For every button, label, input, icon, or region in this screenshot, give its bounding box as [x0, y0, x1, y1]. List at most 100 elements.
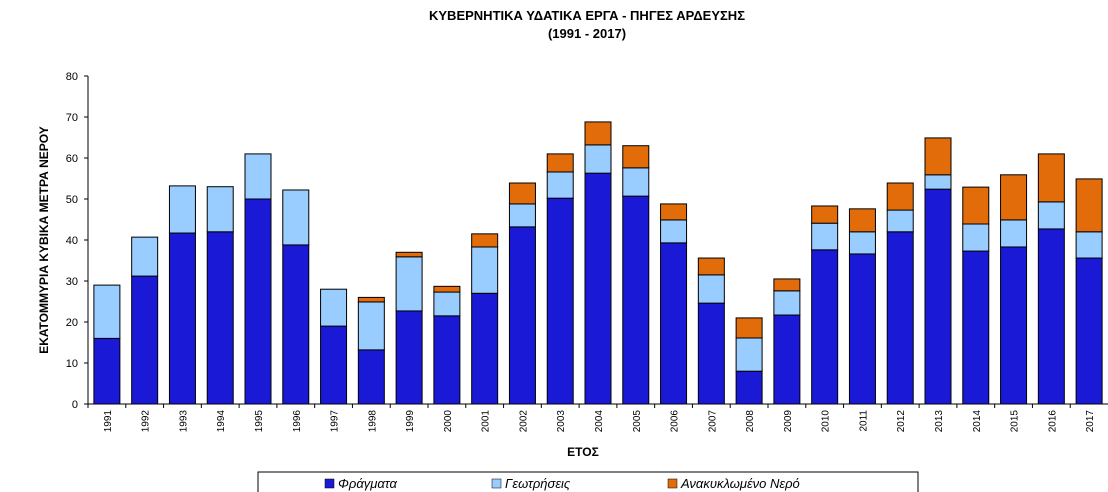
bar-segment — [886, 182, 914, 211]
bar-segment — [735, 317, 763, 339]
chart-subtitle: (1991 - 2017) — [548, 26, 626, 41]
bar-segment — [924, 137, 952, 176]
y-tick-label: 20 — [66, 317, 78, 329]
y-tick-label: 50 — [66, 194, 78, 206]
bar-segment — [395, 310, 423, 405]
bar-segment — [735, 337, 763, 372]
bar-segment — [244, 153, 272, 200]
bar-segment — [660, 219, 688, 244]
x-tick-label: 1999 — [405, 410, 416, 433]
bar-segment — [546, 153, 574, 173]
bar-segment — [773, 278, 801, 292]
x-tick-label: 1996 — [292, 410, 303, 433]
bar-segment — [1075, 257, 1103, 405]
legend-label: Γεωτρήσεις — [505, 476, 571, 491]
bar-segment — [282, 244, 310, 405]
x-tick-label: 1993 — [178, 410, 189, 433]
bar-segment — [886, 209, 914, 233]
bar-segment — [811, 249, 839, 405]
bar-segment — [508, 203, 536, 228]
bar-segment — [848, 231, 876, 255]
x-tick-label: 2005 — [632, 410, 643, 433]
bar-segment — [584, 121, 612, 146]
bar-segment — [131, 236, 159, 277]
bar-segment — [508, 182, 536, 205]
bar-segment — [924, 174, 952, 190]
x-tick-label: 2011 — [858, 410, 869, 432]
bar-segment — [244, 198, 272, 405]
bar-segment — [886, 231, 914, 405]
x-tick-label: 2008 — [745, 410, 756, 433]
bar-segment — [660, 242, 688, 405]
bar-segment — [546, 197, 574, 405]
bar-segment — [924, 188, 952, 405]
x-tick-label: 2016 — [1047, 410, 1058, 433]
x-tick-label: 1992 — [141, 410, 152, 433]
x-axis-label: ΕΤΟΣ — [567, 445, 599, 459]
y-axis-label: ΕΚΑΤΟΜΜΥΡΙΑ ΚΥΒΙΚΑ ΜΕΤΡΑ ΝΕΡΟΥ — [37, 126, 51, 354]
bar-segment — [471, 246, 499, 294]
bar-segment — [622, 145, 650, 169]
y-tick-label: 10 — [66, 358, 78, 370]
x-tick-label: 2012 — [896, 410, 907, 433]
x-tick-label: 2010 — [821, 410, 832, 433]
bar-segment — [1037, 201, 1065, 230]
y-tick-label: 40 — [66, 235, 78, 247]
x-tick-label: 2015 — [1010, 410, 1021, 433]
bar-segment — [1075, 178, 1103, 233]
x-tick-label: 2017 — [1085, 410, 1096, 433]
bar-segment — [1000, 219, 1028, 248]
x-tick-label: 2013 — [934, 410, 945, 433]
bar-segment — [508, 226, 536, 405]
bar-segment — [93, 284, 121, 339]
x-tick-label: 1991 — [103, 410, 114, 433]
bar-segment — [1000, 246, 1028, 405]
bar-segment — [471, 292, 499, 405]
bar-segment — [773, 290, 801, 316]
x-tick-label: 2004 — [594, 410, 605, 433]
bar-segment — [433, 315, 461, 405]
legend-swatch — [667, 478, 678, 489]
x-tick-label: 1995 — [254, 410, 265, 433]
bar-segment — [131, 275, 159, 405]
bar-segment — [395, 251, 423, 258]
bar-segment — [1037, 228, 1065, 405]
legend-swatch — [324, 478, 335, 489]
bar-segment — [357, 349, 385, 405]
x-tick-label: 2000 — [443, 410, 454, 433]
bar-segment — [1000, 174, 1028, 221]
bar-segment — [168, 185, 196, 234]
legend-box — [257, 471, 919, 492]
bar-segment — [1037, 153, 1065, 203]
bar-segment — [811, 222, 839, 251]
bar-segment — [433, 285, 461, 293]
legend-label: Ανακυκλωμένο Νερό — [680, 476, 800, 491]
bar-segment — [546, 171, 574, 199]
bar-segment — [471, 233, 499, 248]
bar-segment — [660, 203, 688, 221]
x-tick-label: 1998 — [367, 410, 378, 433]
bar-segment — [697, 274, 725, 304]
x-tick-label: 2002 — [518, 410, 529, 433]
bar-segment — [773, 314, 801, 405]
y-tick-label: 80 — [66, 71, 78, 83]
bar-segment — [697, 302, 725, 405]
bar-segment — [282, 189, 310, 246]
y-tick-label: 0 — [72, 399, 78, 411]
bar-segment — [622, 195, 650, 405]
bar-segment — [168, 232, 196, 405]
x-tick-label: 1997 — [330, 410, 341, 433]
bar-segment — [320, 288, 348, 327]
bar-segment — [811, 205, 839, 224]
x-tick-label: 2007 — [707, 410, 718, 433]
bar-segment — [622, 167, 650, 197]
x-tick-label: 2014 — [972, 410, 983, 433]
bar-segment — [395, 256, 423, 312]
bar-segment — [735, 370, 763, 405]
y-tick-label: 60 — [66, 153, 78, 165]
bar-segment — [848, 253, 876, 405]
bar-segment — [697, 257, 725, 276]
legend-swatch — [491, 478, 502, 489]
x-tick-label: 2009 — [783, 410, 794, 433]
